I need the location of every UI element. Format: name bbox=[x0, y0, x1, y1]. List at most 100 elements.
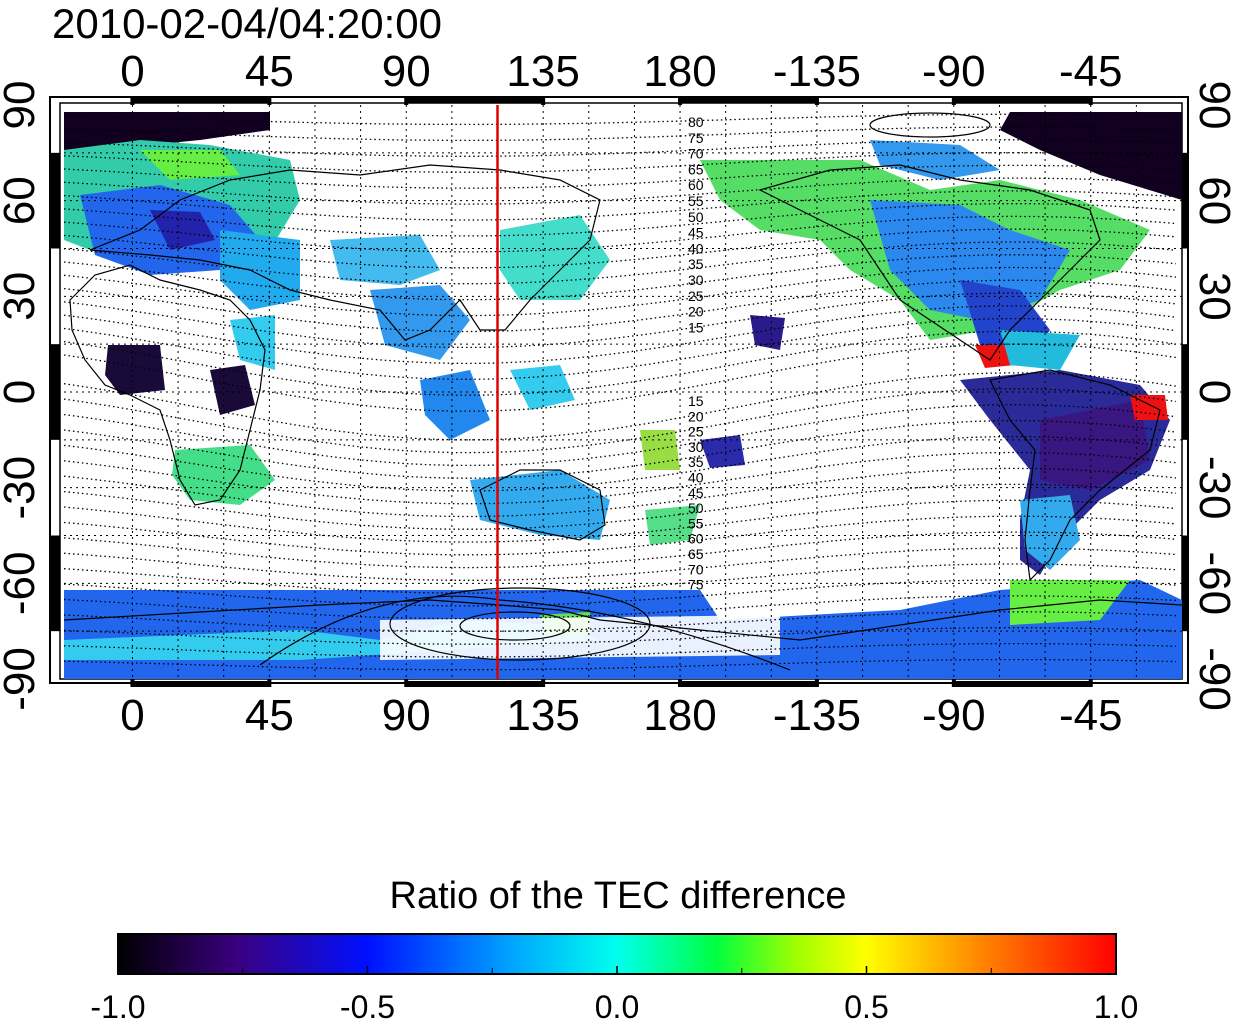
tec-patch-brazil bbox=[1040, 400, 1150, 490]
tec-patch-china bbox=[500, 215, 610, 300]
dip-label: 30 bbox=[688, 272, 704, 288]
y-tick-label-right: -90 bbox=[1190, 647, 1239, 711]
dip-label: 15 bbox=[688, 319, 704, 335]
dip-label: 35 bbox=[688, 454, 704, 470]
tec-patch-brazil-red bbox=[1130, 395, 1168, 420]
dip-label: 60 bbox=[688, 177, 704, 193]
colorbar-tick-label: 0.5 bbox=[844, 989, 888, 1024]
frame-band-left bbox=[50, 535, 60, 632]
dip-label: 45 bbox=[688, 485, 704, 501]
y-tick-label-left: 30 bbox=[0, 272, 44, 321]
dip-label: 65 bbox=[688, 161, 704, 177]
lat-lon-grid bbox=[64, 105, 1182, 679]
tec-patch-middle-east bbox=[220, 230, 300, 310]
tec-patch-scandinavia bbox=[140, 150, 240, 180]
tec-patch-argentina bbox=[1020, 495, 1080, 570]
dip-latitude-line bbox=[64, 139, 1177, 157]
y-tick-label-right: 60 bbox=[1190, 176, 1239, 225]
coast-antarctica bbox=[64, 599, 1182, 641]
y-tick-label-right: 0 bbox=[1190, 380, 1239, 404]
dip-label: 20 bbox=[688, 408, 704, 424]
tec-patch-pacific-2 bbox=[700, 435, 745, 468]
frame-band-top bbox=[132, 97, 270, 103]
dip-latitude-line bbox=[64, 241, 1177, 285]
x-tick-label-bottom: 180 bbox=[643, 691, 716, 740]
dip-label: 50 bbox=[688, 500, 704, 516]
coast-australia bbox=[479, 469, 606, 541]
tec-patch-sea bbox=[420, 370, 490, 440]
tec-ratio-field bbox=[64, 112, 1182, 679]
dip-latitude-line bbox=[64, 372, 1177, 441]
x-tick-label-bottom: -45 bbox=[1059, 691, 1123, 740]
dip-latitude-line bbox=[64, 177, 1177, 205]
colorbar-ticks: -1.0 -0.5 0.0 0.5 1.0 bbox=[90, 966, 1138, 1024]
frame-band-bottom bbox=[680, 681, 817, 687]
figure-title: 2010-02-04/04:20:00 bbox=[52, 0, 442, 47]
frame-band-bottom bbox=[953, 681, 1091, 687]
dip-latitude-line bbox=[64, 266, 1177, 317]
dip-label: 30 bbox=[688, 439, 704, 455]
frame-tick-bars bbox=[50, 97, 1188, 687]
dip-label: 65 bbox=[688, 546, 704, 562]
y-tick-label-left: -30 bbox=[0, 456, 44, 520]
dip-label: 40 bbox=[688, 240, 704, 256]
x-tick-label-top: 90 bbox=[382, 47, 431, 96]
x-tick-label-top: 0 bbox=[120, 47, 144, 96]
dip-latitude-line bbox=[64, 627, 1177, 645]
tec-patch-central-america bbox=[1000, 330, 1080, 370]
dip-label: 35 bbox=[688, 256, 704, 272]
tec-patch-indonesia bbox=[510, 365, 575, 410]
x-tick-label-bottom: -135 bbox=[773, 691, 861, 740]
x-tick-label-bottom: 135 bbox=[506, 691, 579, 740]
coast-south-america bbox=[989, 369, 1161, 582]
dip-latitude-line bbox=[64, 435, 1177, 492]
dip-latitude-line bbox=[64, 292, 1177, 349]
dip-latitude-line bbox=[64, 164, 1177, 189]
y-tick-label-left: 0 bbox=[0, 380, 44, 404]
dip-label: 15 bbox=[688, 393, 704, 409]
dip-label: 75 bbox=[688, 130, 704, 146]
dip-label: 40 bbox=[688, 470, 704, 486]
x-axis-bottom-ticks: 0 45 90 135 180 -135 -90 -45 bbox=[120, 691, 1122, 740]
dip-label: 60 bbox=[688, 531, 704, 547]
dip-latitude-line bbox=[64, 658, 1177, 671]
frame-band-right bbox=[1182, 344, 1188, 440]
y-axis-left-ticks: 90 60 30 0 -30 -60 -90 bbox=[0, 81, 44, 711]
x-tick-label-top: -90 bbox=[922, 47, 986, 96]
colorbar-tick-label: 0.0 bbox=[595, 989, 639, 1024]
dip-latitude-line bbox=[64, 190, 1177, 221]
y-tick-label-right: 90 bbox=[1190, 81, 1239, 130]
frame-band-right bbox=[1182, 535, 1188, 632]
x-tick-label-top: 45 bbox=[245, 47, 294, 96]
colorbar-title: Ratio of the TEC difference bbox=[390, 875, 847, 917]
x-tick-label-top: -135 bbox=[773, 47, 861, 96]
tec-patch-central-asia bbox=[330, 235, 440, 285]
dip-latitude-line bbox=[64, 595, 1177, 620]
dip-latitude-line bbox=[64, 563, 1177, 594]
dip-label: 70 bbox=[688, 146, 704, 162]
x-tick-label-top: 180 bbox=[643, 47, 716, 96]
colorbar-tick-label: -1.0 bbox=[90, 989, 145, 1024]
dip-latitude-line bbox=[64, 499, 1177, 543]
dip-latitude-line bbox=[64, 126, 1177, 142]
tec-patch-east-africa bbox=[210, 365, 255, 415]
y-tick-label-left: -90 bbox=[0, 647, 44, 711]
colorbar-tick-label: -0.5 bbox=[340, 989, 395, 1024]
dip-latitude-line bbox=[64, 642, 1177, 658]
dip-latitude-line bbox=[64, 467, 1177, 518]
frame-band-top bbox=[406, 97, 544, 103]
coast-africa bbox=[69, 264, 266, 506]
dip-label: 55 bbox=[688, 193, 704, 209]
y-tick-label-right: -30 bbox=[1190, 456, 1239, 520]
tec-patch-hawaii bbox=[750, 315, 785, 350]
dip-label: 45 bbox=[688, 225, 704, 241]
dip-label: 20 bbox=[688, 304, 704, 320]
dip-latitude-line bbox=[64, 254, 1177, 301]
x-tick-label-bottom: 90 bbox=[382, 691, 431, 740]
x-tick-label-bottom: -90 bbox=[922, 691, 986, 740]
dip-latitude-line bbox=[64, 483, 1177, 530]
tec-patch-alaska bbox=[870, 140, 1000, 180]
x-tick-label-top: 135 bbox=[506, 47, 579, 96]
